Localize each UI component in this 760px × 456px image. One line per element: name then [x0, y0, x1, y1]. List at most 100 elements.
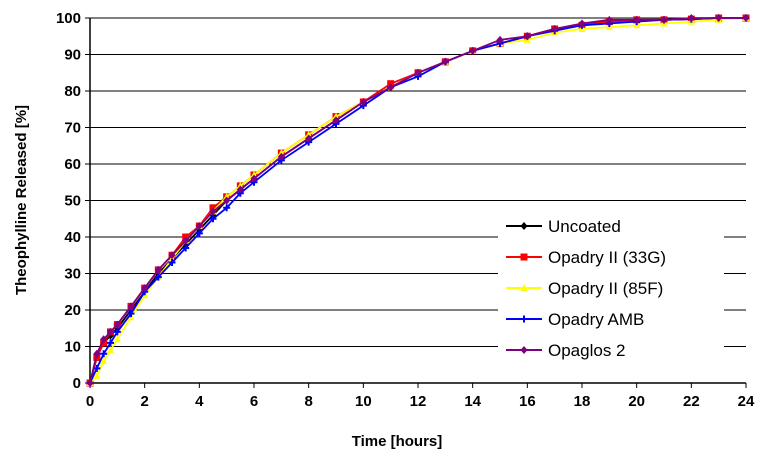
y-tick-label: 10 [64, 339, 81, 356]
data-point-opaglos-2 [154, 265, 162, 274]
y-tick-label: 30 [64, 266, 81, 283]
x-tick-label: 18 [574, 393, 591, 410]
data-point-opaglos-2 [127, 302, 135, 311]
data-point-opaglos-2 [107, 327, 114, 336]
legend-swatch-marker [520, 284, 528, 291]
x-axis-title: Time [hours] [352, 433, 443, 450]
x-tick-label: 22 [683, 393, 700, 410]
data-point-opaglos-2 [523, 32, 531, 41]
data-point-opadry-amb [209, 215, 217, 223]
data-point-opaglos-2 [660, 15, 668, 24]
data-point-opaglos-2 [742, 14, 750, 22]
legend-label: Uncoated [548, 217, 621, 236]
legend-item-opadry-amb: Opadry AMB [506, 310, 644, 329]
data-point-opadry-ii-85f [93, 371, 101, 379]
data-point-opaglos-2 [223, 196, 231, 205]
legend-label: Opadry II (85F) [548, 279, 663, 298]
axes [85, 17, 747, 388]
data-point-opaglos-2 [168, 251, 176, 260]
y-tick-label: 40 [64, 229, 81, 246]
data-point-opadry-amb [168, 259, 176, 267]
data-point-opaglos-2 [605, 15, 613, 24]
legend-swatch-marker [520, 315, 528, 323]
legend-background [498, 206, 724, 366]
data-point-opadry-amb [107, 339, 114, 347]
series-opaglos-2 [86, 14, 750, 387]
y-tick-labels: 0 10 20 30 40 50 60 70 80 90 100 [56, 10, 81, 392]
y-axis-title: Theophylline Released [%] [13, 105, 30, 295]
y-tick-label: 20 [64, 302, 81, 319]
data-point-opadry-amb [100, 350, 108, 358]
data-point-opadry-amb [223, 204, 231, 212]
data-point-opadry-amb [154, 273, 162, 281]
x-tick-label: 12 [410, 393, 427, 410]
data-point-opaglos-2 [93, 349, 101, 358]
legend-item-uncoated: Uncoated [506, 217, 621, 236]
legend-label: Opadry II (33G) [548, 248, 666, 267]
data-point-opadry-ii-85f [100, 357, 108, 365]
data-point-opaglos-2 [236, 185, 244, 194]
data-point-opadry-amb [182, 244, 190, 252]
series-layer [86, 14, 750, 387]
data-point-opadry-ii-85f [332, 112, 340, 120]
x-tick-label: 16 [519, 393, 536, 410]
data-point-opadry-amb [127, 310, 135, 318]
legend-label: Opaglos 2 [548, 341, 626, 360]
legend-item-opadry-ii-33g: Opadry II (33G) [506, 248, 666, 267]
x-tick-label: 6 [250, 393, 258, 410]
x-tick-label: 20 [628, 393, 645, 410]
data-point-opaglos-2 [715, 14, 723, 22]
x-tick-label: 14 [464, 393, 481, 410]
data-point-opadry-amb [93, 364, 101, 372]
data-point-opaglos-2 [469, 46, 477, 55]
y-tick-label: 50 [64, 193, 81, 210]
y-tick-label: 80 [64, 83, 81, 100]
y-tick-label: 70 [64, 120, 81, 137]
data-point-opaglos-2 [182, 236, 190, 245]
data-point-opaglos-2 [332, 116, 340, 125]
legend-swatch-marker [520, 346, 528, 354]
legend: Uncoated Opadry II (33G) Opadry II (85F) Op… [498, 206, 724, 366]
y-tick-label: 90 [64, 47, 81, 64]
data-point-opaglos-2 [86, 379, 94, 387]
x-tick-label: 2 [140, 393, 148, 410]
data-point-opaglos-2 [387, 83, 395, 92]
x-tick-labels: 0 2 4 6 8 10 12 14 16 18 20 22 24 [86, 393, 755, 410]
x-tick-label: 10 [355, 393, 372, 410]
data-point-opaglos-2 [209, 207, 217, 216]
data-point-opaglos-2 [441, 57, 449, 66]
data-point-opaglos-2 [633, 15, 641, 24]
data-point-opaglos-2 [113, 320, 121, 329]
x-tick-label: 24 [738, 393, 755, 410]
y-tick-label: 100 [56, 10, 81, 27]
data-point-opaglos-2 [496, 35, 504, 44]
legend-swatch-marker [520, 222, 528, 230]
x-tick-label: 8 [304, 393, 312, 410]
legend-item-opadry-ii-85f: Opadry II (85F) [506, 279, 663, 298]
data-point-opadry-ii-85f [113, 335, 121, 343]
data-point-opadry-ii-85f [305, 130, 313, 138]
data-point-opaglos-2 [359, 97, 367, 106]
legend-item-opaglos-2: Opaglos 2 [506, 341, 626, 360]
data-point-opaglos-2 [414, 68, 422, 77]
data-point-opadry-amb [113, 328, 121, 336]
legend-label: Opadry AMB [548, 310, 644, 329]
data-point-opaglos-2 [195, 222, 203, 231]
data-point-opadry-ii-85f [277, 149, 285, 157]
y-tick-label: 0 [73, 375, 81, 392]
data-point-opadry-ii-85f [107, 346, 114, 354]
x-tick-label: 4 [195, 393, 204, 410]
data-point-opadry-amb [195, 229, 203, 237]
x-tick-label: 0 [86, 393, 94, 410]
data-point-opaglos-2 [551, 24, 559, 33]
data-point-opaglos-2 [578, 19, 586, 28]
data-point-opaglos-2 [250, 174, 258, 183]
data-point-opaglos-2 [277, 152, 285, 161]
data-point-opaglos-2 [687, 14, 695, 22]
data-point-opaglos-2 [305, 134, 313, 143]
data-point-opaglos-2 [141, 284, 149, 293]
y-tick-label: 60 [64, 156, 81, 173]
data-point-opaglos-2 [100, 335, 108, 344]
legend-swatch-marker [520, 253, 528, 261]
